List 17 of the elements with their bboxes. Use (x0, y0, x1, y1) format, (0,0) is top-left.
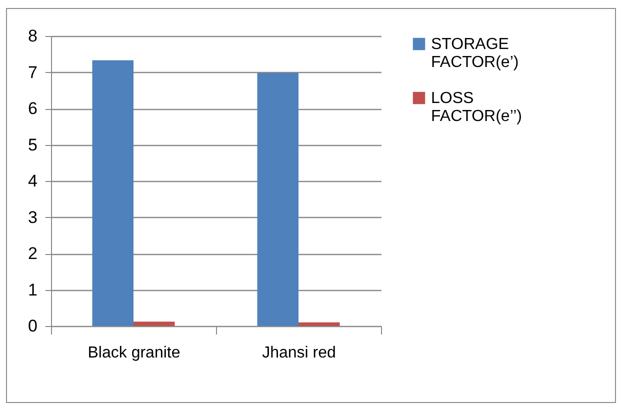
y-tick-label: 3 (28, 208, 38, 227)
x-tick-label: Jhansi red (262, 344, 336, 362)
y-tick-label: 4 (28, 172, 38, 190)
legend-label: STORAGE FACTOR(e’) (431, 36, 519, 71)
y-tick-label: 0 (28, 316, 38, 336)
y-tick-label: 2 (28, 244, 38, 263)
bar (134, 322, 175, 326)
y-tick-label: 5 (28, 135, 38, 154)
y-tick-label: 7 (28, 62, 38, 82)
legend-label: LOSS FACTOR(e’’) (431, 90, 522, 125)
x-tick-label: Black granite (88, 344, 180, 362)
bar (257, 72, 298, 326)
bar (298, 322, 340, 326)
y-tick-label: 6 (28, 99, 38, 118)
bar (92, 60, 134, 326)
y-tick-label: 8 (28, 26, 38, 46)
y-tick-label: 1 (28, 280, 38, 300)
